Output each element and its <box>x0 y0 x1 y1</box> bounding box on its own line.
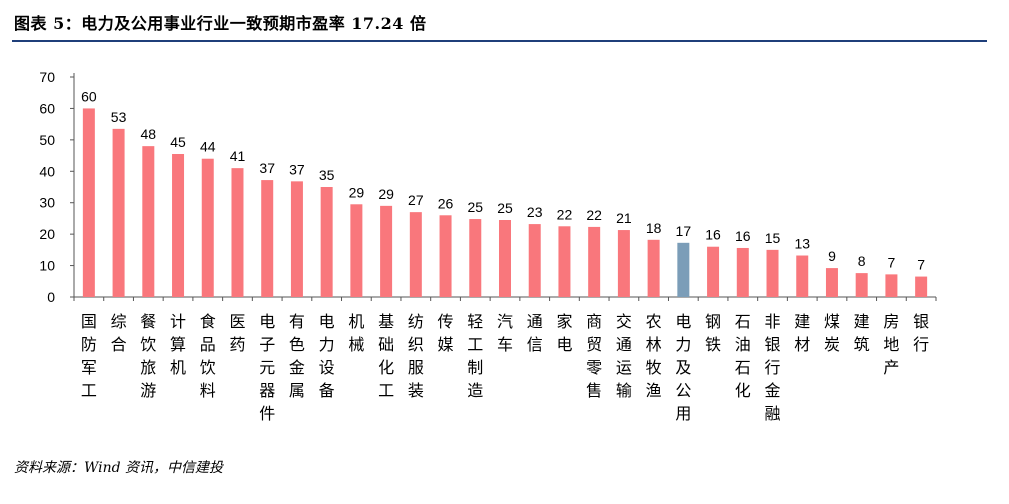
data-label: 37 <box>289 161 305 177</box>
y-tick-label: 60 <box>39 100 55 116</box>
y-tick-label: 70 <box>39 69 55 85</box>
category-label: 钢铁 <box>705 312 721 354</box>
bar <box>528 224 541 297</box>
data-label: 25 <box>497 200 513 216</box>
bar <box>647 239 660 297</box>
category-label: 石油石化 <box>735 312 751 400</box>
bar <box>885 274 898 297</box>
data-label: 22 <box>557 206 573 222</box>
bar <box>290 181 303 297</box>
category-label: 非银行金融 <box>765 312 781 423</box>
category-label: 有色金属 <box>289 312 305 400</box>
bar <box>499 220 511 297</box>
data-label: 48 <box>141 126 157 142</box>
category-label: 农林牧渔 <box>646 312 662 400</box>
category-label: 建材 <box>794 312 810 354</box>
title-rule <box>12 40 987 42</box>
data-label: 18 <box>646 220 662 236</box>
y-tick-label: 30 <box>39 195 55 211</box>
bar <box>350 204 363 297</box>
category-label: 传媒 <box>438 312 454 354</box>
bar <box>855 273 868 297</box>
category-label: 综合 <box>111 312 127 354</box>
bar <box>766 249 779 297</box>
category-label: 建筑 <box>854 312 870 354</box>
data-label: 16 <box>735 228 751 244</box>
category-label: 房地产 <box>883 312 899 377</box>
bar <box>469 219 482 297</box>
bar <box>617 230 630 297</box>
data-label: 7 <box>888 254 896 270</box>
figure-title: 图表 5：电力及公用事业行业一致预期市盈率 17.24 倍 <box>14 14 427 33</box>
category-label: 交通运输 <box>616 312 632 400</box>
bar <box>915 276 928 297</box>
y-tick-label: 0 <box>47 289 55 305</box>
y-tick-label: 50 <box>39 132 55 148</box>
bar <box>112 128 125 297</box>
data-label: 26 <box>438 195 454 211</box>
bar <box>142 146 155 297</box>
data-label: 8 <box>858 253 866 269</box>
category-label: 机械 <box>348 312 364 354</box>
category-label: 家电 <box>556 312 572 354</box>
bar <box>201 158 214 297</box>
source-note: 资料来源：Wind 资讯，中信建投 <box>14 460 224 476</box>
y-tick-label: 10 <box>39 258 55 274</box>
data-label: 16 <box>705 227 721 243</box>
bar <box>707 246 720 297</box>
category-label: 电子元器件 <box>259 312 275 423</box>
bar <box>409 212 422 297</box>
data-label: 9 <box>828 248 836 264</box>
bar <box>677 242 690 297</box>
category-label: 汽车 <box>497 312 513 354</box>
category-label: 食品饮料 <box>200 312 216 400</box>
data-label: 45 <box>170 134 186 150</box>
data-label: 25 <box>467 199 483 215</box>
category-label: 商贸零售 <box>586 312 602 400</box>
bar <box>558 226 571 297</box>
data-label: 23 <box>527 204 543 220</box>
y-tick-label: 20 <box>39 226 55 242</box>
category-label: 电力设备 <box>319 312 335 400</box>
bar <box>231 168 244 297</box>
data-label: 29 <box>378 186 394 202</box>
data-label: 37 <box>259 160 275 176</box>
category-label: 通信 <box>527 312 543 354</box>
category-label: 餐饮旅游 <box>140 312 156 400</box>
bar <box>796 255 809 297</box>
bar <box>261 180 274 297</box>
bar <box>736 247 749 297</box>
bar <box>172 154 185 297</box>
data-label: 27 <box>408 192 424 208</box>
bar <box>825 268 838 297</box>
data-label: 41 <box>230 148 246 164</box>
data-label: 60 <box>81 88 97 104</box>
y-tick-label: 40 <box>39 163 55 179</box>
category-label: 煤炭 <box>824 312 840 354</box>
category-label: 医药 <box>229 312 245 354</box>
data-label: 53 <box>111 109 127 125</box>
data-label: 17 <box>676 223 692 239</box>
data-label: 13 <box>794 236 810 252</box>
category-label: 基础化工 <box>378 312 394 400</box>
data-label: 21 <box>616 210 632 226</box>
category-label: 银行 <box>913 312 929 354</box>
bar <box>588 226 601 297</box>
category-label: 国防军工 <box>81 312 97 400</box>
data-label: 7 <box>917 257 925 273</box>
category-label: 纺织服装 <box>408 312 424 400</box>
data-label: 35 <box>319 167 335 183</box>
data-label: 29 <box>349 184 365 200</box>
bar <box>439 215 452 297</box>
bar <box>380 205 393 297</box>
category-label: 计算机 <box>170 312 186 377</box>
data-label: 15 <box>765 230 781 246</box>
data-label: 22 <box>586 207 602 223</box>
bar <box>320 187 333 297</box>
data-label: 44 <box>200 139 216 155</box>
bar-chart: 0 10 20 30 40 50 60 70 60 国防军工 53 综合 48 餐饮旅游 45 计算机 44 食品… <box>39 69 937 423</box>
category-label: 电力及公用 <box>675 312 691 423</box>
category-label: 轻工制造 <box>467 312 483 400</box>
bar <box>82 108 95 297</box>
